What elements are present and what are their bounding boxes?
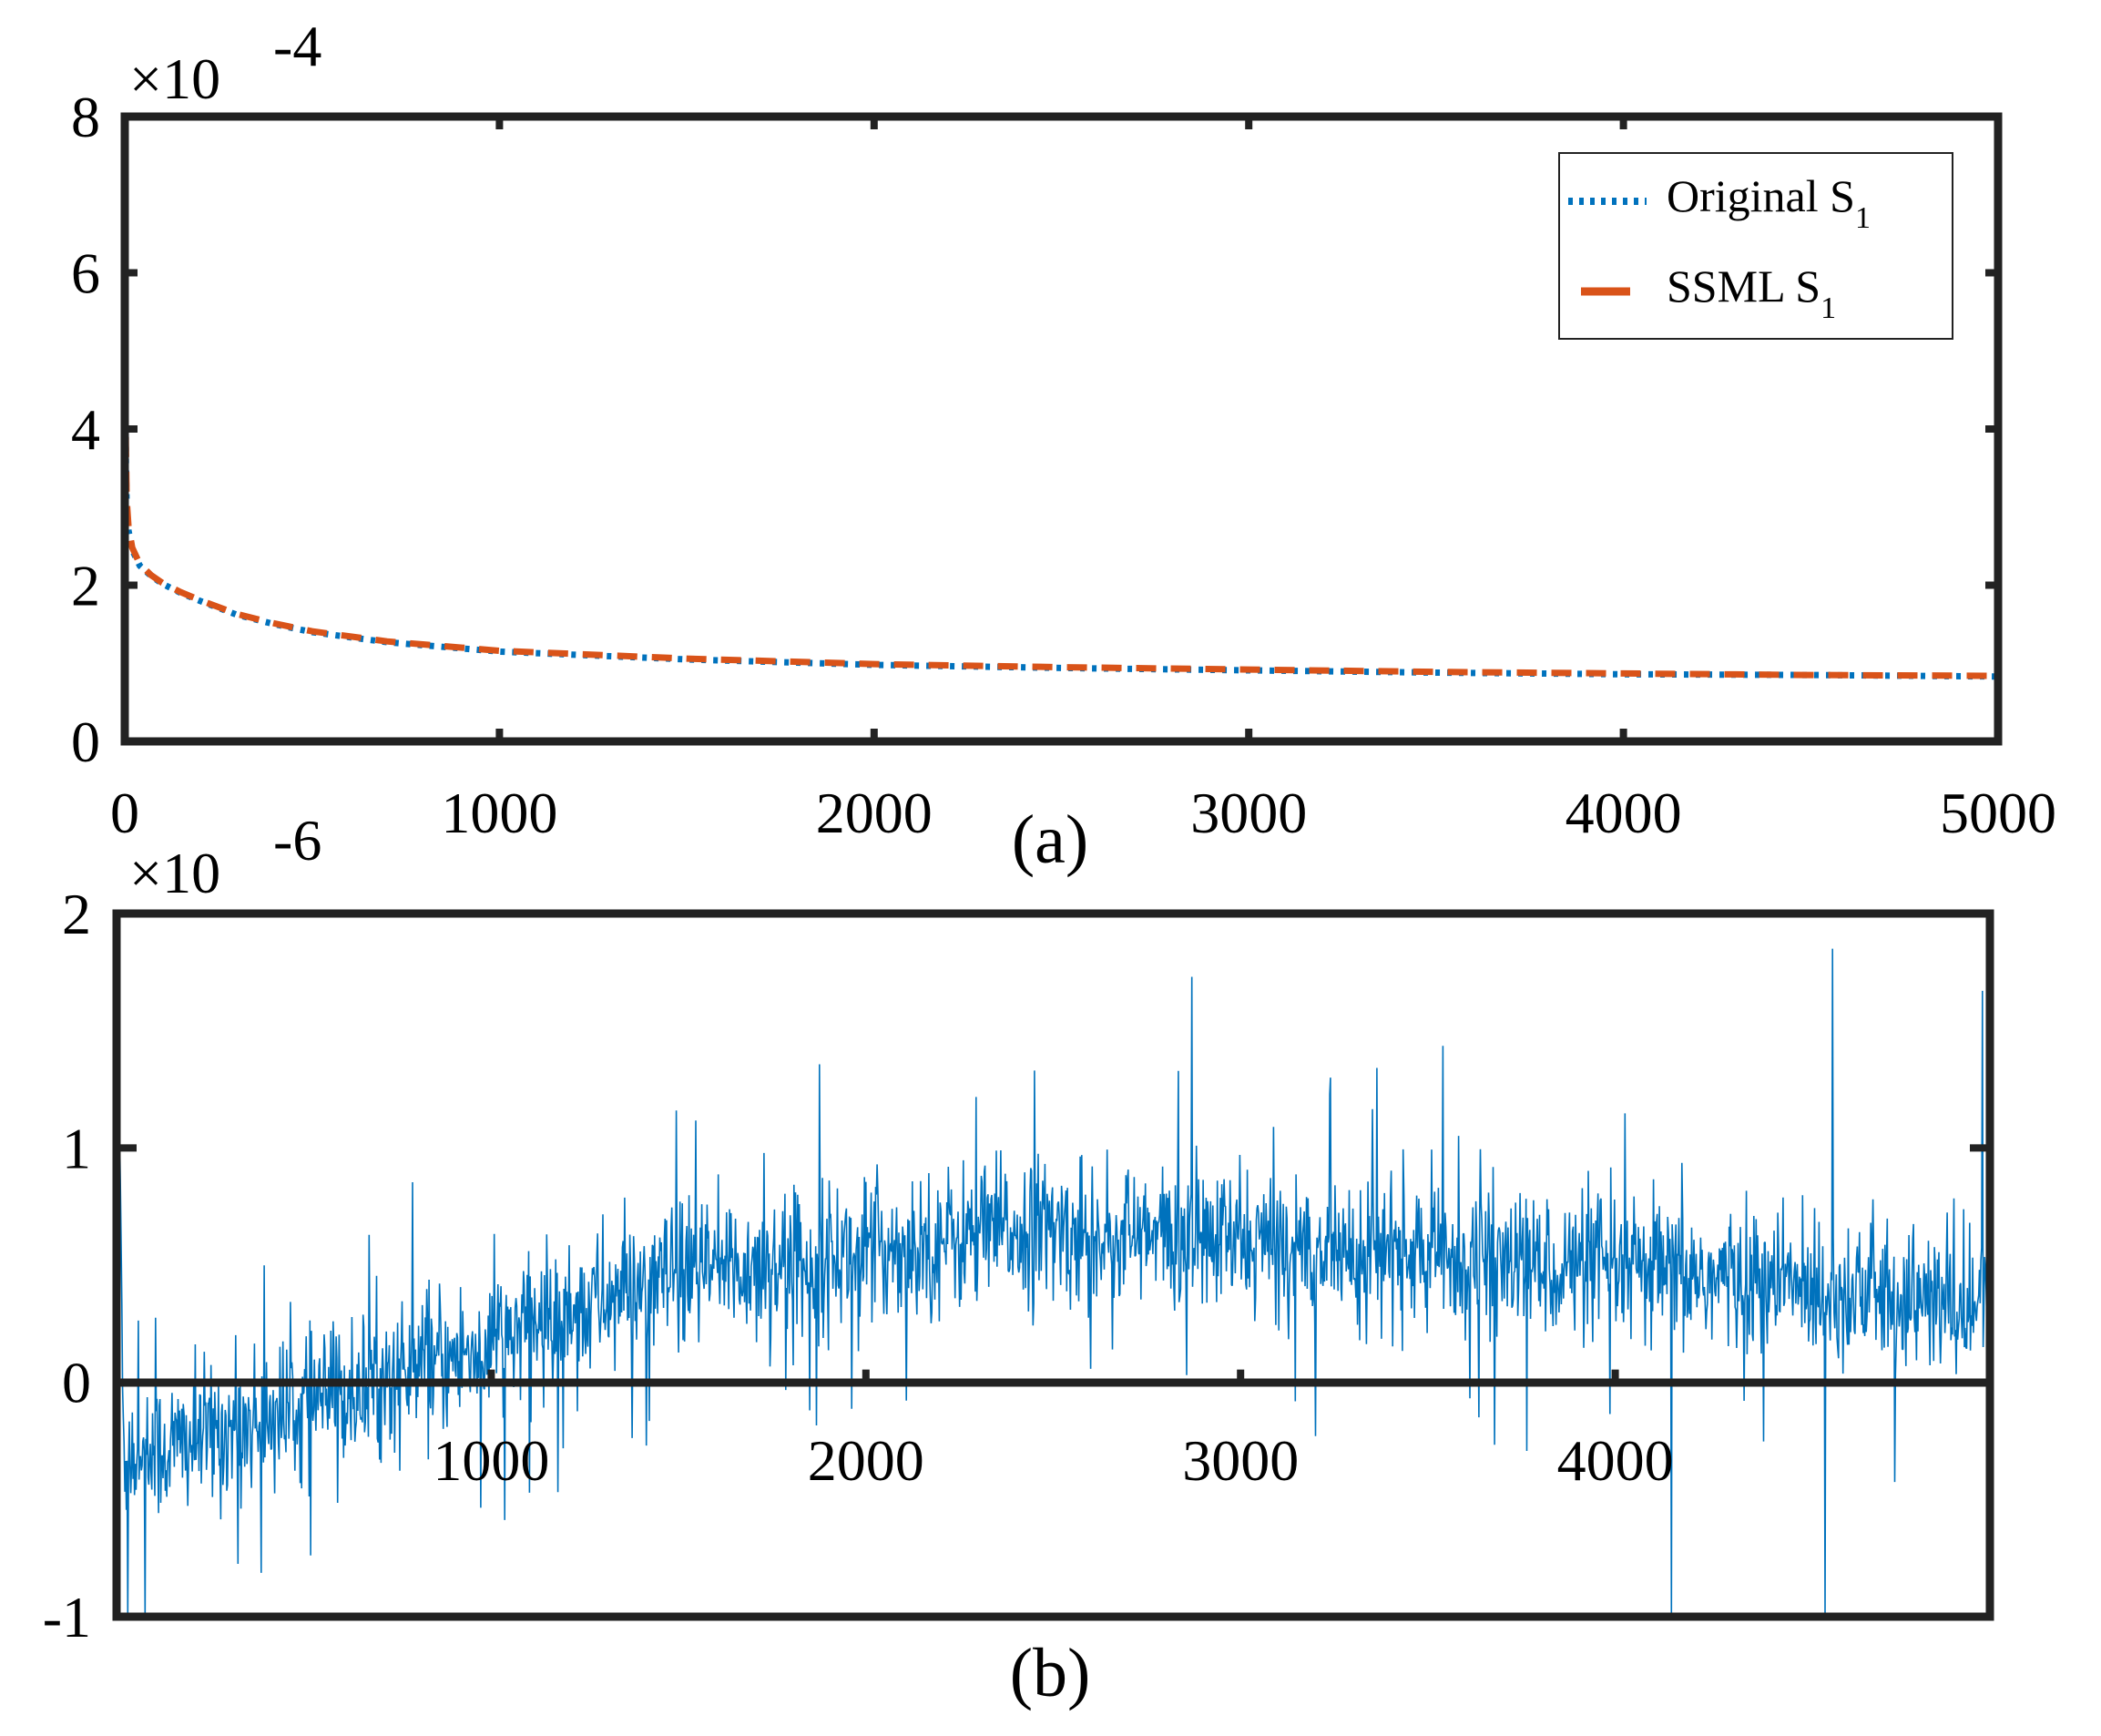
panel-b-ytick-label: 2 — [62, 882, 91, 946]
panel-b-exponent-base: ×10 — [129, 841, 220, 905]
panel-a-xtick-label: 2000 — [816, 781, 933, 845]
panel-b-x-tick-labels: 1000 2000 3000 4000 — [433, 1428, 1673, 1493]
panel-a-xtick-label: 4000 — [1566, 781, 1682, 845]
panel-a-exponent-base: ×10 — [129, 46, 220, 111]
panel-a: 0 1000 2000 3000 4000 5000 0 2 4 6 8 ×10 -4 Origi… — [71, 14, 2056, 878]
panel-b-y-tick-labels: -1 0 1 2 — [43, 882, 91, 1649]
legend-label-original: Original S1 — [1667, 170, 1871, 235]
panel-b-ytick-label: 0 — [62, 1351, 91, 1415]
panel-b-xtick-label: 2000 — [808, 1428, 924, 1493]
legend-box — [1558, 152, 1953, 340]
panel-a-series-ssml — [121, 194, 1999, 679]
panel-b-ticks — [117, 910, 1990, 1620]
panel-a-ytick-label: 8 — [71, 85, 100, 149]
panel-b-xtick-label: 1000 — [433, 1428, 549, 1493]
legend-label-original-main: Original S — [1667, 170, 1855, 221]
panel-b: 1000 2000 3000 4000 -1 0 1 2 ×10 -6 (b) — [43, 808, 1994, 1711]
panel-b-axes-frame — [112, 909, 1994, 1621]
panel-a-ytick-label: 2 — [71, 554, 100, 618]
legend-label-ssml-sub: 1 — [1821, 291, 1836, 325]
legend-label-ssml: SSML S1 — [1667, 260, 1836, 325]
panel-b-xtick-label: 3000 — [1182, 1428, 1299, 1493]
panel-a-ytick-label: 0 — [71, 710, 100, 774]
legend-label-ssml-main: SSML S — [1667, 260, 1821, 311]
panel-a-ytick-label: 4 — [71, 397, 100, 462]
panel-a-xtick-label: 3000 — [1190, 781, 1307, 845]
panel-b-caption: (b) — [1010, 1635, 1091, 1711]
panel-b-series-difference — [116, 947, 1991, 1618]
panel-b-series-group — [116, 947, 1991, 1618]
panel-a-ytick-label: 6 — [71, 241, 100, 306]
panel-a-ticks — [121, 113, 2002, 745]
panel-a-xtick-label: 5000 — [1940, 781, 2056, 845]
panel-a-caption: (a) — [1012, 802, 1088, 878]
panel-b-ytick-label: 1 — [62, 1116, 91, 1180]
legend: Original S1 SSML S1 — [1558, 152, 1953, 340]
panel-a-xtick-label: 0 — [110, 781, 139, 845]
panel-a-y-tick-labels: 0 2 4 6 8 — [71, 85, 100, 774]
panel-b-exponent-power: -6 — [273, 808, 321, 873]
panel-a-xtick-label: 1000 — [441, 781, 557, 845]
panel-b-xtick-label: 4000 — [1557, 1428, 1674, 1493]
panel-a-exponent-power: -4 — [273, 14, 321, 78]
panel-b-ytick-label: -1 — [43, 1585, 91, 1649]
panel-a-x-tick-labels: 0 1000 2000 3000 4000 5000 — [110, 781, 2056, 845]
legend-label-original-sub: 1 — [1855, 201, 1871, 235]
